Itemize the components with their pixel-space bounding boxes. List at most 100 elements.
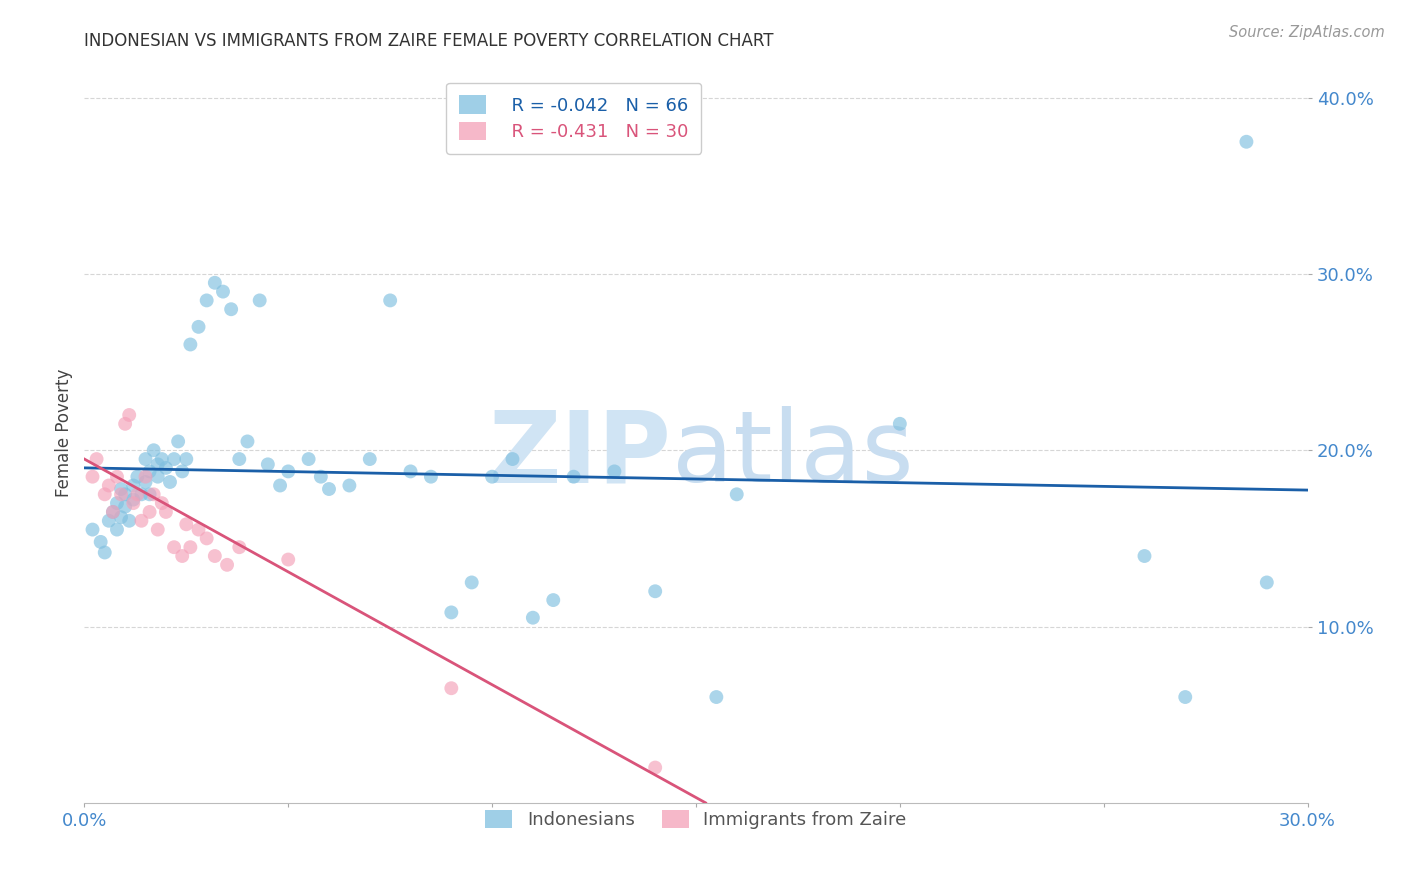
Point: [118, 514, 141, 528]
Point: [97, 514, 120, 528]
Point: [269, 478, 291, 492]
Point: [167, 434, 190, 449]
Point: [138, 505, 160, 519]
Point: [217, 558, 239, 572]
Point: [187, 319, 209, 334]
Point: [1174, 690, 1197, 704]
Point: [195, 293, 218, 308]
Point: [1236, 135, 1258, 149]
Point: [562, 469, 585, 483]
Text: INDONESIAN VS IMMIGRANTS FROM ZAIRE FEMALE POVERTY CORRELATION CHART: INDONESIAN VS IMMIGRANTS FROM ZAIRE FEMA…: [84, 32, 773, 50]
Point: [461, 575, 484, 590]
Point: [204, 549, 226, 563]
Point: [163, 540, 186, 554]
Text: atlas: atlas: [672, 407, 912, 503]
Point: [146, 469, 169, 483]
Point: [172, 464, 194, 478]
Point: [380, 293, 402, 308]
Point: [146, 523, 169, 537]
Point: [502, 452, 524, 467]
Point: [114, 487, 136, 501]
Point: [212, 285, 235, 299]
Point: [122, 496, 145, 510]
Point: [122, 492, 145, 507]
Point: [399, 464, 422, 478]
Point: [110, 482, 132, 496]
Point: [174, 452, 197, 467]
Point: [135, 469, 157, 483]
Point: [257, 458, 280, 472]
Point: [187, 523, 209, 537]
Point: [522, 610, 544, 624]
Point: [82, 469, 104, 483]
Point: [249, 293, 271, 308]
Point: [118, 408, 141, 422]
Point: [440, 681, 463, 696]
Point: [105, 523, 128, 537]
Point: [219, 302, 242, 317]
Point: [101, 505, 124, 519]
Point: [179, 540, 201, 554]
Point: [195, 532, 218, 546]
Point: [228, 452, 250, 467]
Point: [110, 487, 132, 501]
Legend: Indonesians, Immigrants from Zaire: Indonesians, Immigrants from Zaire: [472, 797, 920, 842]
Point: [481, 469, 503, 483]
Text: Source: ZipAtlas.com: Source: ZipAtlas.com: [1229, 25, 1385, 40]
Point: [150, 452, 173, 467]
Point: [138, 464, 160, 478]
Point: [93, 545, 115, 559]
Point: [142, 443, 165, 458]
Point: [155, 461, 177, 475]
Point: [163, 452, 186, 467]
Point: [114, 417, 136, 431]
Point: [142, 487, 165, 501]
Point: [127, 469, 149, 483]
Text: ZIP: ZIP: [489, 407, 672, 503]
Point: [127, 487, 149, 501]
Point: [122, 478, 145, 492]
Point: [131, 514, 153, 528]
Point: [155, 505, 177, 519]
Y-axis label: Female Poverty: Female Poverty: [55, 368, 73, 497]
Point: [644, 584, 666, 599]
Point: [440, 606, 463, 620]
Point: [309, 469, 332, 483]
Point: [277, 552, 299, 566]
Point: [114, 500, 136, 514]
Point: [150, 496, 173, 510]
Point: [644, 760, 666, 774]
Point: [277, 464, 299, 478]
Point: [82, 523, 104, 537]
Point: [131, 487, 153, 501]
Point: [420, 469, 443, 483]
Point: [101, 505, 124, 519]
Point: [135, 452, 157, 467]
Point: [543, 593, 565, 607]
Point: [298, 452, 321, 467]
Point: [97, 478, 120, 492]
Point: [236, 434, 259, 449]
Point: [204, 276, 226, 290]
Point: [110, 510, 132, 524]
Point: [105, 469, 128, 483]
Point: [138, 487, 160, 501]
Point: [172, 549, 194, 563]
Point: [1256, 575, 1278, 590]
Point: [159, 475, 181, 489]
Point: [318, 482, 340, 496]
Point: [105, 496, 128, 510]
Point: [174, 517, 197, 532]
Point: [179, 337, 201, 351]
Point: [93, 487, 115, 501]
Point: [889, 417, 911, 431]
Point: [603, 464, 626, 478]
Point: [90, 535, 112, 549]
Point: [1133, 549, 1156, 563]
Point: [135, 475, 157, 489]
Point: [706, 690, 728, 704]
Point: [725, 487, 748, 501]
Point: [228, 540, 250, 554]
Point: [359, 452, 381, 467]
Point: [86, 452, 108, 467]
